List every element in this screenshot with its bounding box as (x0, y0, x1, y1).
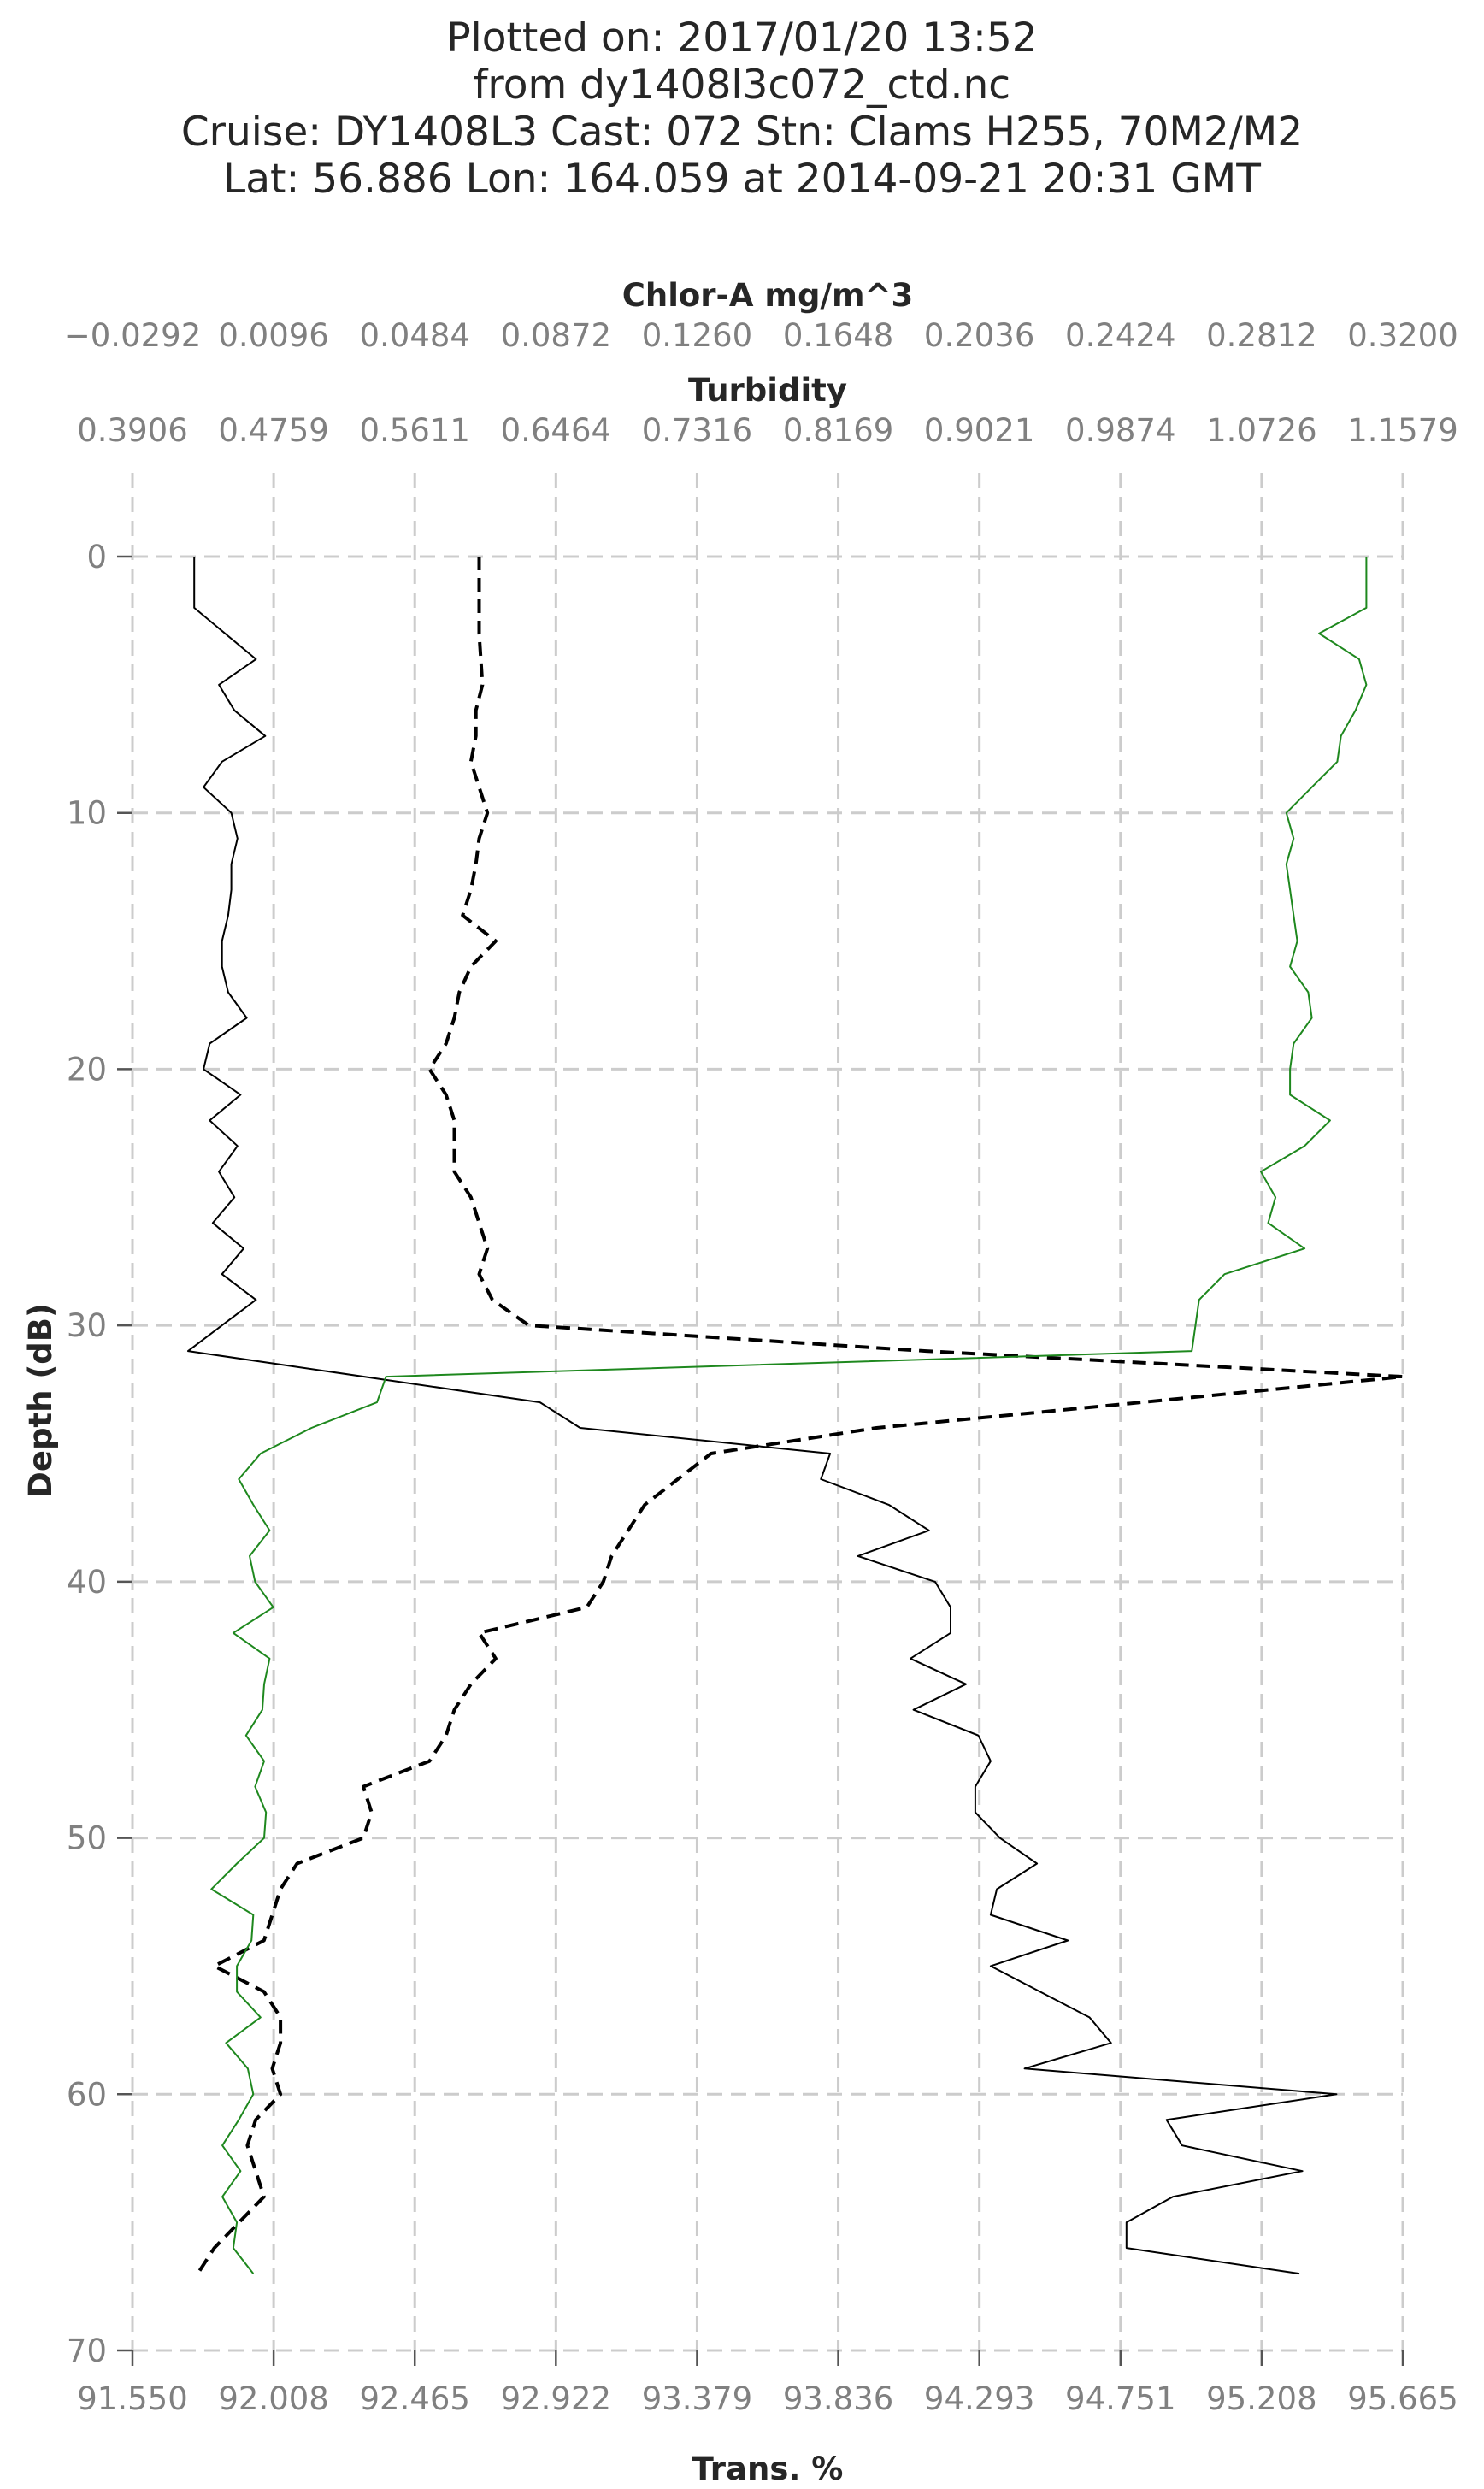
y-tick-label: 60 (67, 2076, 107, 2113)
trans-series-line (187, 557, 1338, 2275)
y-tick-label: 40 (67, 1564, 107, 1601)
trans-tick-label: 92.008 (218, 2380, 328, 2417)
turbidity-tick-label: 0.6464 (501, 412, 611, 449)
chlor-tick-label: 0.0872 (501, 317, 611, 354)
trans-tick-label: 94.293 (924, 2380, 1034, 2417)
grid (131, 473, 1404, 2352)
trans-tick-label: 95.665 (1347, 2380, 1458, 2417)
turbidity-series-line (196, 557, 1404, 2275)
trans-tick-label: 91.550 (77, 2380, 187, 2417)
chlor-axis: −0.0292 0.0096 0.0484 0.0872 0.1260 0.1648 0.2… (64, 317, 1458, 354)
y-axis: 0 10 20 30 40 50 60 70 (67, 539, 132, 2369)
turbidity-tick-label: 1.0726 (1206, 412, 1316, 449)
title-line-4: Lat: 56.886 Lon: 164.059 at 2014-09-21 2… (223, 156, 1261, 203)
y-tick-label: 0 (86, 539, 107, 575)
chlor-tick-label: 0.0096 (218, 317, 328, 354)
chlor-tick-label: −0.0292 (64, 317, 201, 354)
turbidity-axis: 0.3906 0.4759 0.5611 0.6464 0.7316 0.8169 0.90… (77, 412, 1458, 449)
turbidity-tick-label: 0.9021 (924, 412, 1034, 449)
y-tick-label: 30 (67, 1307, 107, 1344)
title-line-3: Cruise: DY1408L3 Cast: 072 Stn: Clams H2… (181, 109, 1303, 156)
y-tick-label: 50 (67, 1820, 107, 1857)
trans-axis: 91.550 92.008 92.465 92.922 93.379 93.836 94.2… (77, 2350, 1458, 2417)
trans-tick-label: 93.836 (783, 2380, 893, 2417)
turbidity-tick-label: 0.7316 (642, 412, 752, 449)
turbidity-tick-label: 0.8169 (783, 412, 893, 449)
chlor-tick-label: 0.1260 (642, 317, 752, 354)
chlor-tick-label: 0.2036 (924, 317, 1034, 354)
trans-tick-label: 93.379 (642, 2380, 752, 2417)
chlor-axis-label: Chlor-A mg/m^3 (622, 277, 914, 314)
chart-title: Plotted on: 2017/01/20 13:52 from dy1408… (181, 15, 1303, 203)
trans-axis-label: Trans. % (692, 2451, 844, 2487)
turbidity-tick-label: 0.3906 (77, 412, 187, 449)
y-tick-label: 10 (67, 795, 107, 832)
turbidity-tick-label: 0.9874 (1065, 412, 1175, 449)
y-tick-label: 70 (67, 2333, 107, 2369)
title-line-2: from dy1408l3c072_ctd.nc (474, 62, 1010, 109)
y-tick-label: 20 (67, 1051, 107, 1088)
chlor-tick-label: 0.2812 (1206, 317, 1316, 354)
title-line-1: Plotted on: 2017/01/20 13:52 (446, 15, 1037, 62)
trans-tick-label: 94.751 (1065, 2380, 1175, 2417)
turbidity-tick-label: 0.4759 (218, 412, 328, 449)
depth-axis-label: Depth (dB) (22, 1303, 59, 1498)
chlor-tick-label: 0.3200 (1347, 317, 1458, 354)
trans-tick-label: 92.922 (501, 2380, 611, 2417)
trans-tick-label: 95.208 (1206, 2380, 1316, 2417)
turbidity-tick-label: 1.1579 (1347, 412, 1458, 449)
chlor-series-line (210, 557, 1368, 2274)
data-series (187, 557, 1404, 2275)
chlor-tick-label: 0.2424 (1065, 317, 1175, 354)
chlor-tick-label: 0.0484 (359, 317, 469, 354)
trans-tick-label: 92.465 (359, 2380, 469, 2417)
turbidity-axis-label: Turbidity (688, 372, 847, 409)
chlor-tick-label: 0.1648 (783, 317, 893, 354)
turbidity-tick-label: 0.5611 (359, 412, 469, 449)
